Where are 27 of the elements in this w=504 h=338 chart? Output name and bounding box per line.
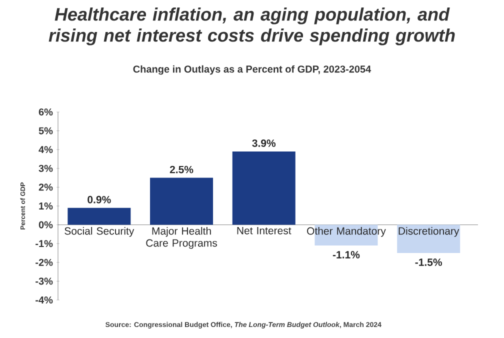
- chart-title: Healthcare inflation, an aging population, and rising net interest costs drive spending growth: [48, 8, 455, 46]
- bar: [68, 208, 131, 225]
- data-label: 3.9%: [252, 140, 276, 147]
- y-tick-label: 1%: [39, 202, 53, 210]
- x-tick-label: Discretionary: [398, 227, 460, 237]
- x-tick-label: Other Mandatory: [307, 227, 386, 237]
- chart-subtitle: Change in Outlays as a Percent of GDP, 2023-2054: [133, 65, 372, 75]
- y-tick-label: -1%: [36, 240, 53, 248]
- y-tick-label: 5%: [38, 127, 53, 134]
- bar: [150, 178, 214, 225]
- data-label: -1.5%: [415, 258, 442, 266]
- x-tick-label: Social Security: [64, 227, 134, 237]
- data-label: 2.5%: [170, 166, 194, 174]
- y-tick-label: 2%: [38, 184, 53, 191]
- data-label: -1.1%: [332, 251, 360, 258]
- y-tick-label: 0%: [38, 221, 53, 228]
- y-tick-label: 3%: [38, 164, 53, 172]
- data-label: 0.9%: [88, 196, 111, 204]
- x-tick-label: Net Interest: [237, 227, 292, 234]
- y-tick-label: -3%: [36, 278, 53, 285]
- y-tick-label: 6%: [38, 108, 53, 116]
- bar: [232, 151, 296, 225]
- x-tick-label: Major Health Care Programs: [146, 227, 218, 249]
- y-tick-label: 4%: [38, 146, 53, 154]
- y-tick-label: -4%: [36, 296, 53, 304]
- y-tick-label: -2%: [36, 258, 53, 266]
- bar: [397, 224, 460, 253]
